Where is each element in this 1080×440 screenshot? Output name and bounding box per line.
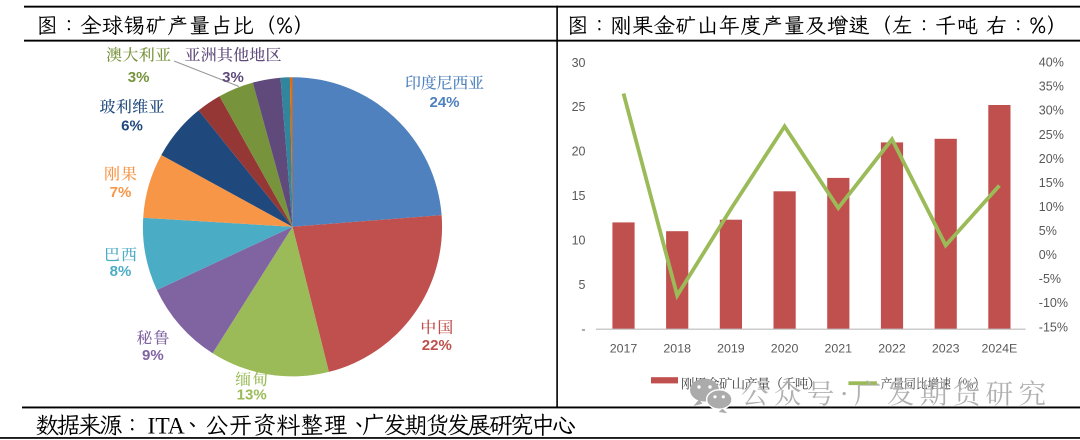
svg-text:ITA: ITA — [148, 413, 185, 439]
svg-text:15: 15 — [572, 189, 586, 203]
svg-text:2022: 2022 — [878, 342, 906, 356]
svg-text:9%: 9% — [142, 347, 164, 364]
svg-text:6%: 6% — [121, 118, 143, 135]
svg-text:30: 30 — [572, 56, 586, 70]
svg-text:2023: 2023 — [932, 342, 960, 356]
svg-text:-5%: -5% — [1039, 272, 1061, 286]
svg-text:15%: 15% — [1039, 176, 1064, 190]
svg-text:-10%: -10% — [1039, 296, 1068, 310]
svg-text:5%: 5% — [1039, 224, 1057, 238]
svg-text:25: 25 — [572, 100, 586, 114]
svg-text:10%: 10% — [1039, 200, 1064, 214]
svg-text:20%: 20% — [1039, 152, 1064, 166]
svg-text:-: - — [581, 323, 585, 337]
svg-text:40%: 40% — [1039, 56, 1064, 70]
svg-text:22%: 22% — [422, 337, 452, 354]
svg-text:2017: 2017 — [610, 342, 638, 356]
svg-text:25%: 25% — [1039, 128, 1064, 142]
svg-text:30%: 30% — [1039, 104, 1064, 118]
svg-text:2024E: 2024E — [981, 342, 1017, 356]
svg-text:8%: 8% — [110, 263, 132, 280]
svg-text:-15%: -15% — [1039, 320, 1068, 334]
svg-text:7%: 7% — [110, 184, 132, 201]
svg-text:35%: 35% — [1039, 80, 1064, 94]
svg-text:24%: 24% — [429, 94, 459, 111]
svg-text:2019: 2019 — [717, 342, 745, 356]
svg-text:3%: 3% — [128, 69, 150, 86]
svg-text:20: 20 — [572, 145, 586, 159]
svg-text:10: 10 — [572, 234, 586, 248]
svg-text:5: 5 — [579, 278, 586, 292]
svg-text:2021: 2021 — [825, 342, 853, 356]
svg-text:2018: 2018 — [663, 342, 691, 356]
svg-text:0%: 0% — [1039, 248, 1057, 262]
svg-text:3%: 3% — [222, 69, 244, 86]
svg-text:13%: 13% — [237, 386, 267, 403]
svg-text:2020: 2020 — [771, 342, 799, 356]
